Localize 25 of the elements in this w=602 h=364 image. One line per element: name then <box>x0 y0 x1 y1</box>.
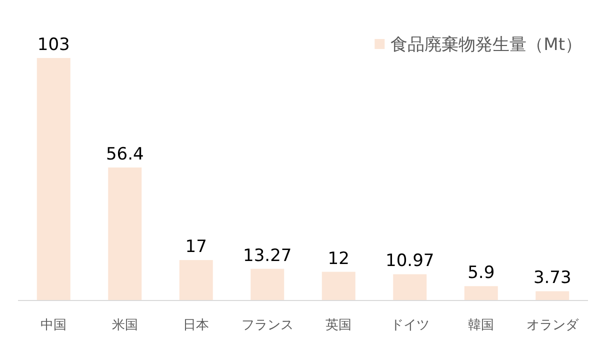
data-label: 3.73 <box>533 268 572 288</box>
data-label: 56.4 <box>106 144 144 164</box>
x-tick-label: 英国 <box>326 318 352 333</box>
bar <box>108 167 142 300</box>
x-tick-label: ドイツ <box>390 318 430 333</box>
bar <box>393 274 427 300</box>
x-tick-label: 日本 <box>183 318 210 333</box>
data-label: 13.27 <box>243 246 292 266</box>
data-label: 17 <box>185 237 207 258</box>
legend-label: 食品廃棄物発生量（Mt） <box>390 35 582 55</box>
bar <box>36 58 70 300</box>
bar <box>179 260 213 300</box>
x-tick-label: オランダ <box>526 318 580 333</box>
x-tick-label: 米国 <box>112 318 138 333</box>
data-label: 5.9 <box>468 263 495 284</box>
bar <box>322 272 356 300</box>
x-tick-label: 中国 <box>40 318 67 333</box>
x-tick-label: フランス <box>241 318 294 333</box>
bar <box>464 286 498 300</box>
data-label: 10.97 <box>386 251 434 272</box>
x-tick-label: 韓国 <box>468 318 494 333</box>
bar <box>250 268 284 300</box>
data-label: 103 <box>37 35 70 55</box>
data-label: 12 <box>328 248 350 269</box>
bar <box>536 291 570 300</box>
